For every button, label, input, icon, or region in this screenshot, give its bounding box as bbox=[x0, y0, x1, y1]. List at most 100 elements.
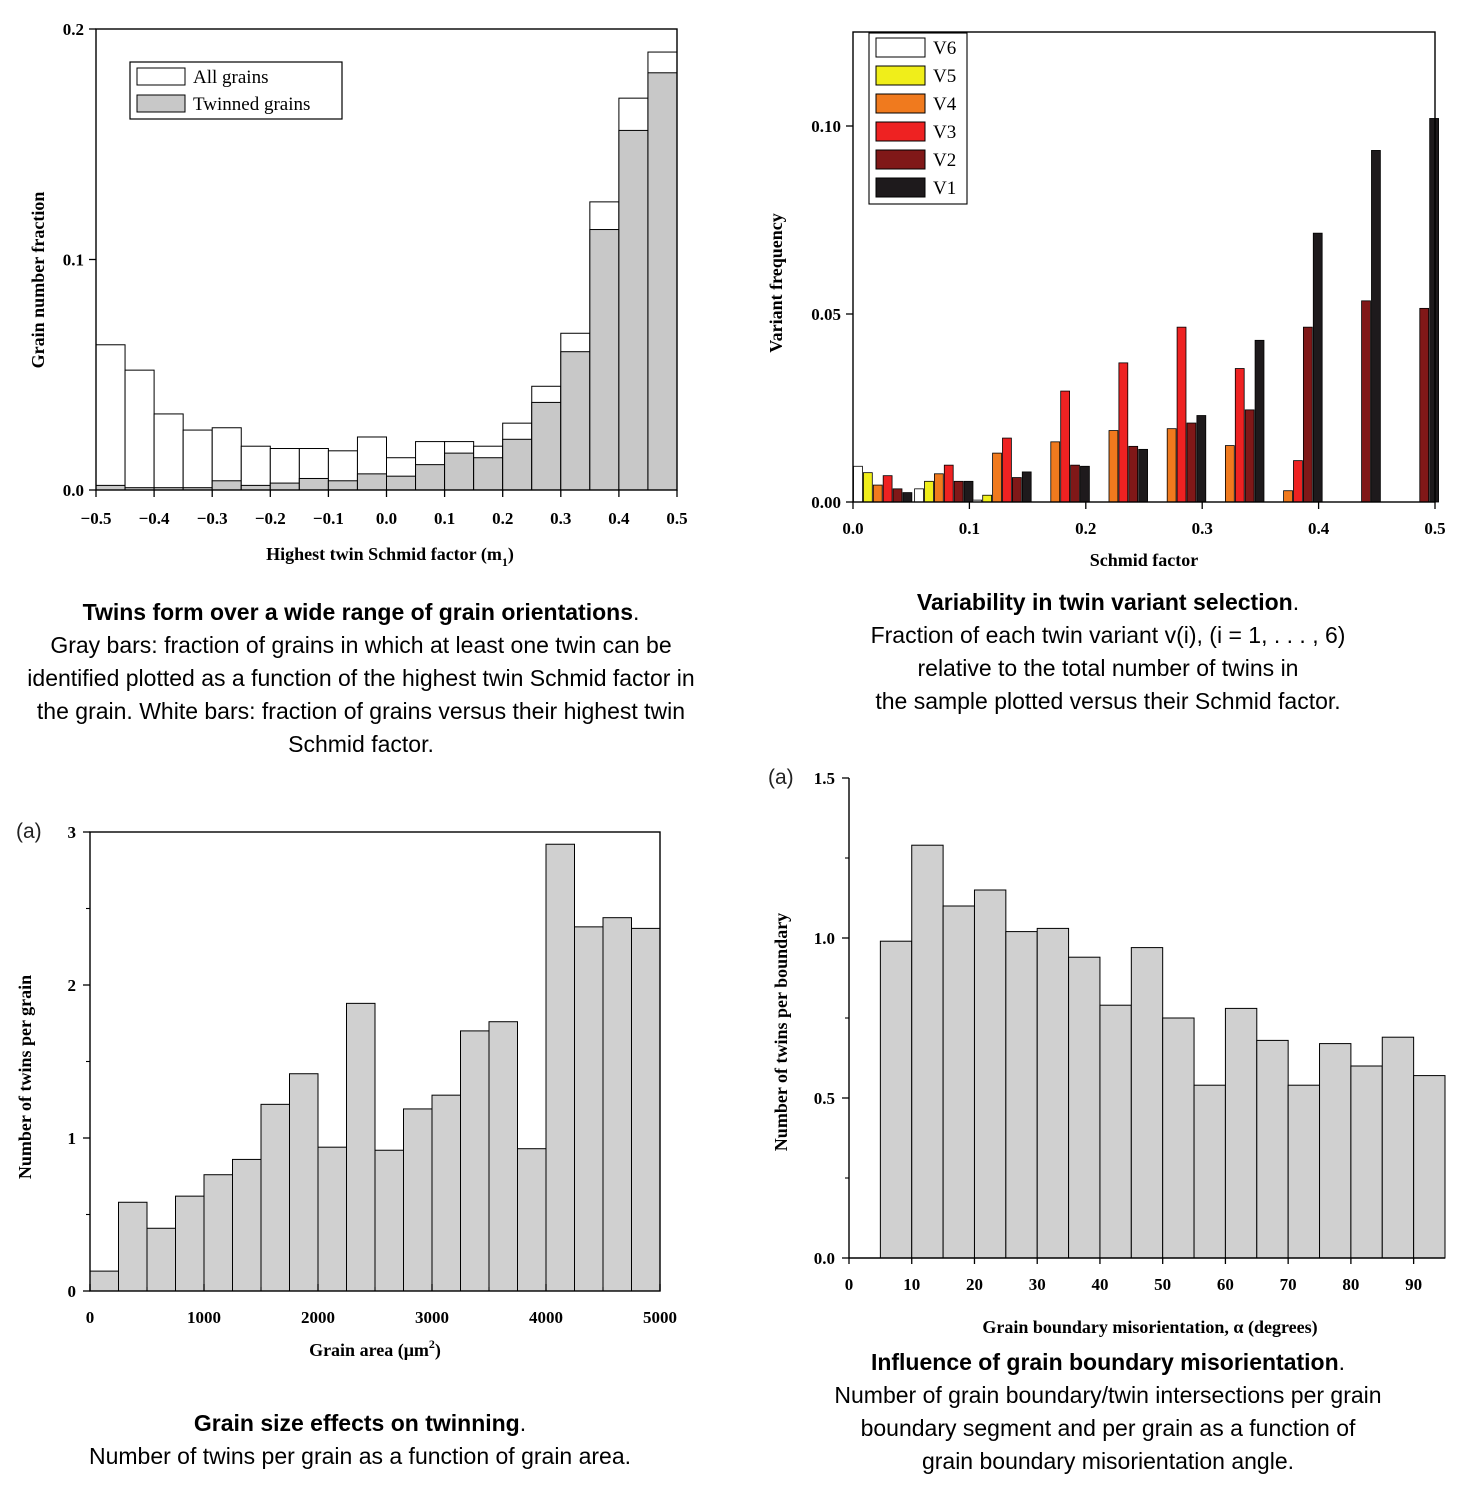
legend-swatch-v5 bbox=[875, 65, 926, 86]
bar-misorientation bbox=[1287, 1084, 1321, 1259]
legend-swatch-v1 bbox=[875, 177, 926, 198]
bar-v2 bbox=[953, 480, 964, 503]
bar-v3 bbox=[1002, 437, 1012, 503]
c1-x-ticks: −0.5 −0.4 −0.3 −0.2 −0.1 0.0 0.1 0.2 0.3 0.4 0.5 bbox=[81, 490, 688, 528]
bar-grain-area bbox=[146, 1227, 176, 1292]
legend-swatch-v2 bbox=[875, 149, 926, 170]
bar-twinned-grains bbox=[531, 401, 562, 491]
y-tick-label: 2 bbox=[68, 976, 77, 995]
y-tick-label: 0.5 bbox=[814, 1089, 835, 1108]
bar-v1 bbox=[1371, 150, 1381, 503]
bar-misorientation bbox=[1162, 1017, 1195, 1259]
y-tick-label: 1 bbox=[68, 1129, 77, 1148]
bar-grain-area bbox=[517, 1148, 547, 1292]
legend-label-v2: V2 bbox=[933, 150, 956, 171]
x-tick-label: 60 bbox=[1217, 1275, 1234, 1294]
caption-3-body: Number of twins per grain as a function … bbox=[88, 1443, 632, 1469]
y-tick-label: 1.5 bbox=[814, 769, 835, 788]
bar-twinned-grains bbox=[298, 477, 329, 491]
bar-misorientation bbox=[1256, 1039, 1289, 1259]
bar-misorientation bbox=[911, 844, 944, 1259]
legend-label-v1: V1 bbox=[933, 178, 956, 199]
bar-misorientation bbox=[1350, 1065, 1383, 1259]
bar-misorientation bbox=[1319, 1043, 1352, 1259]
c1-legend-twinned: Twinned grains bbox=[193, 94, 310, 115]
bar-v1 bbox=[1138, 448, 1148, 503]
c1-y-ticks: 0.0 0.1 0.2 bbox=[63, 20, 96, 500]
y-tick-label: 0.0 bbox=[63, 481, 84, 500]
caption-2-period: . bbox=[1292, 589, 1300, 615]
caption-1-body: Gray bars: fraction of grains in which a… bbox=[27, 632, 695, 757]
bar-v2 bbox=[892, 488, 903, 503]
panel-4-tag: (a) bbox=[768, 766, 794, 789]
chart-grain-area: 0 1000 2000 3000 4000 5000 0 1 2 3 Grain area (μ… bbox=[15, 823, 677, 1361]
bar-v3 bbox=[943, 464, 954, 503]
c4-y-axis-label: Number of twins per boundary bbox=[771, 913, 791, 1151]
x-tick-label: 0.1 bbox=[959, 519, 980, 538]
bar-twinned-grains bbox=[386, 475, 417, 491]
bar-twinned-grains bbox=[415, 464, 446, 491]
bar-v2 bbox=[1186, 422, 1197, 503]
bar-misorientation bbox=[973, 889, 1007, 1259]
bar-misorientation bbox=[1036, 927, 1070, 1259]
x-tick-label: −0.1 bbox=[313, 509, 344, 528]
bar-twinned-grains bbox=[211, 480, 242, 491]
bar-twinned-grains bbox=[444, 452, 475, 491]
bar-v2 bbox=[1361, 300, 1371, 503]
bar-v2 bbox=[1070, 464, 1080, 503]
x-tick-label: 0.0 bbox=[376, 509, 397, 528]
bar-v1 bbox=[902, 492, 913, 503]
c3-y-axis-label: Number of twins per grain bbox=[15, 975, 35, 1179]
legend-swatch-v4 bbox=[875, 93, 926, 114]
bar-v3 bbox=[1118, 362, 1129, 503]
bar-v2 bbox=[1244, 409, 1255, 503]
caption-1-period: . bbox=[633, 599, 640, 625]
bar-v5 bbox=[862, 472, 873, 503]
x-tick-label: 50 bbox=[1154, 1275, 1171, 1294]
y-tick-label: 0.10 bbox=[811, 117, 841, 136]
c1-legend-all: All grains bbox=[193, 67, 268, 88]
bar-v2 bbox=[1419, 307, 1430, 503]
bar-misorientation bbox=[942, 905, 975, 1259]
chart-variant-frequency: 0.0 0.1 0.2 0.3 0.4 0.5 0.00 0.05 0.10 Schmid f… bbox=[766, 31, 1446, 570]
bar-grain-area bbox=[175, 1195, 205, 1292]
c2-y-axis-label: Variant frequency bbox=[766, 213, 786, 353]
x-tick-label: 90 bbox=[1405, 1275, 1422, 1294]
x-tick-label: 0 bbox=[86, 1308, 95, 1327]
bar-misorientation bbox=[1224, 1007, 1258, 1259]
caption-panel-2: Variability in twin variant selection. F… bbox=[770, 586, 1446, 718]
bar-grain-area bbox=[374, 1149, 404, 1292]
bar-grain-area bbox=[545, 843, 575, 1292]
bar-misorientation bbox=[1413, 1075, 1446, 1259]
caption-4-period: . bbox=[1338, 1349, 1346, 1375]
bar-v1 bbox=[963, 480, 974, 503]
x-tick-label: 4000 bbox=[529, 1308, 563, 1327]
x-tick-label: 20 bbox=[966, 1275, 983, 1294]
bar-twinned-grains bbox=[327, 480, 358, 491]
bar-all-grains bbox=[182, 429, 213, 491]
caption-2-title: Variability in twin variant selection bbox=[916, 589, 1293, 615]
y-tick-label: 0.05 bbox=[811, 305, 841, 324]
bar-twinned-grains bbox=[356, 473, 388, 491]
bar-twinned-grains bbox=[560, 351, 591, 491]
bar-v4 bbox=[872, 484, 883, 503]
caption-2-line-1: Fraction of each twin variant v(i), (i =… bbox=[870, 622, 1346, 648]
bar-v1 bbox=[1312, 232, 1323, 503]
bar-v4 bbox=[1283, 490, 1293, 503]
bar-v3 bbox=[1060, 390, 1070, 503]
x-tick-label: −0.2 bbox=[255, 509, 286, 528]
c3-x-axis-label: Grain area (μm2) bbox=[309, 1337, 441, 1361]
bar-v5 bbox=[924, 480, 934, 503]
x-tick-label: 0.3 bbox=[1192, 519, 1213, 538]
x-tick-label: 0.2 bbox=[492, 509, 513, 528]
bar-all-grains bbox=[95, 344, 126, 491]
caption-2-line-2: relative to the total number of twins in bbox=[917, 655, 1299, 681]
bar-v4 bbox=[992, 452, 1002, 503]
x-tick-label: 0.4 bbox=[608, 509, 630, 528]
bar-twinned-grains bbox=[589, 229, 620, 491]
bar-v6 bbox=[853, 465, 863, 503]
bar-grain-area bbox=[118, 1201, 148, 1292]
caption-4-line-2: boundary segment and per grain as a func… bbox=[860, 1415, 1356, 1441]
bar-v2 bbox=[1011, 477, 1022, 503]
bar-v6 bbox=[914, 488, 924, 503]
